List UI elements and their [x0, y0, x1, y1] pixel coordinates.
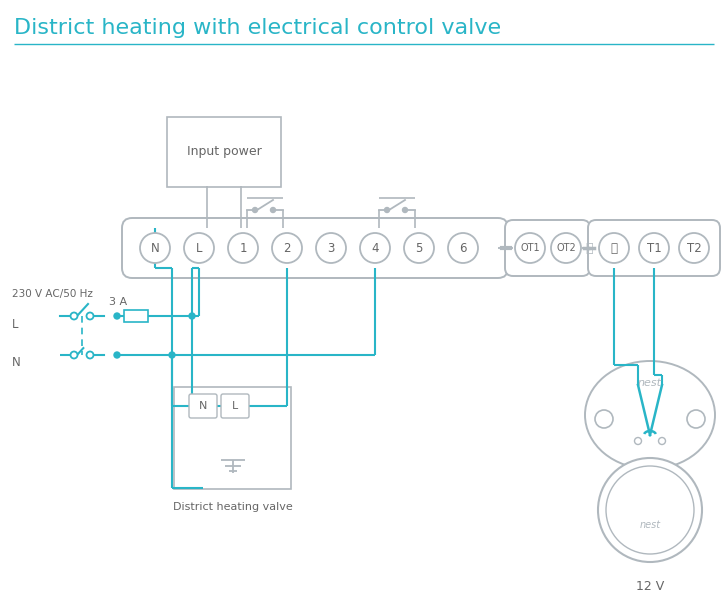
Circle shape: [189, 313, 195, 319]
Text: N: N: [199, 401, 207, 411]
Text: District heating valve: District heating valve: [173, 502, 293, 512]
Circle shape: [635, 438, 641, 444]
Circle shape: [687, 410, 705, 428]
Text: 5: 5: [415, 242, 423, 254]
Circle shape: [87, 312, 93, 320]
FancyBboxPatch shape: [505, 220, 590, 276]
Circle shape: [140, 233, 170, 263]
Text: T2: T2: [687, 242, 701, 254]
Circle shape: [71, 352, 77, 359]
Circle shape: [606, 466, 694, 554]
Ellipse shape: [585, 361, 715, 469]
Text: L: L: [196, 242, 202, 254]
Circle shape: [448, 233, 478, 263]
Text: N: N: [151, 242, 159, 254]
Text: 230 V AC/50 Hz: 230 V AC/50 Hz: [12, 289, 93, 299]
Text: 3: 3: [328, 242, 335, 254]
Circle shape: [316, 233, 346, 263]
Circle shape: [639, 233, 669, 263]
Circle shape: [228, 233, 258, 263]
Text: Input power: Input power: [186, 146, 261, 159]
FancyBboxPatch shape: [174, 387, 291, 489]
Circle shape: [169, 352, 175, 358]
Circle shape: [679, 233, 709, 263]
FancyBboxPatch shape: [122, 218, 508, 278]
Circle shape: [404, 233, 434, 263]
Circle shape: [598, 458, 702, 562]
Text: 3 A: 3 A: [109, 297, 127, 307]
Text: 1: 1: [240, 242, 247, 254]
Circle shape: [595, 410, 613, 428]
Circle shape: [659, 438, 665, 444]
Text: OT1: OT1: [521, 243, 540, 253]
Circle shape: [272, 233, 302, 263]
Circle shape: [71, 312, 77, 320]
Circle shape: [515, 233, 545, 263]
Text: nest: nest: [638, 378, 662, 388]
Circle shape: [384, 207, 389, 213]
Circle shape: [253, 207, 258, 213]
FancyBboxPatch shape: [221, 394, 249, 418]
Text: L: L: [232, 401, 238, 411]
Circle shape: [114, 352, 120, 358]
Circle shape: [271, 207, 275, 213]
Circle shape: [551, 233, 581, 263]
Circle shape: [114, 313, 120, 319]
Circle shape: [599, 233, 629, 263]
Text: 4: 4: [371, 242, 379, 254]
Text: 6: 6: [459, 242, 467, 254]
Text: L: L: [12, 318, 18, 330]
Text: 12 V: 12 V: [636, 580, 664, 593]
Circle shape: [87, 352, 93, 359]
FancyBboxPatch shape: [124, 310, 148, 322]
FancyBboxPatch shape: [167, 117, 281, 187]
Text: 2: 2: [283, 242, 290, 254]
Text: ⏚: ⏚: [611, 242, 617, 254]
Circle shape: [403, 207, 408, 213]
Text: nest: nest: [639, 520, 660, 530]
FancyBboxPatch shape: [189, 394, 217, 418]
Text: T1: T1: [646, 242, 661, 254]
Text: OT2: OT2: [556, 243, 576, 253]
Circle shape: [184, 233, 214, 263]
FancyBboxPatch shape: [588, 220, 720, 276]
Circle shape: [360, 233, 390, 263]
Text: District heating with electrical control valve: District heating with electrical control…: [14, 18, 501, 38]
Text: ⏚: ⏚: [585, 242, 593, 254]
Text: N: N: [12, 356, 21, 369]
